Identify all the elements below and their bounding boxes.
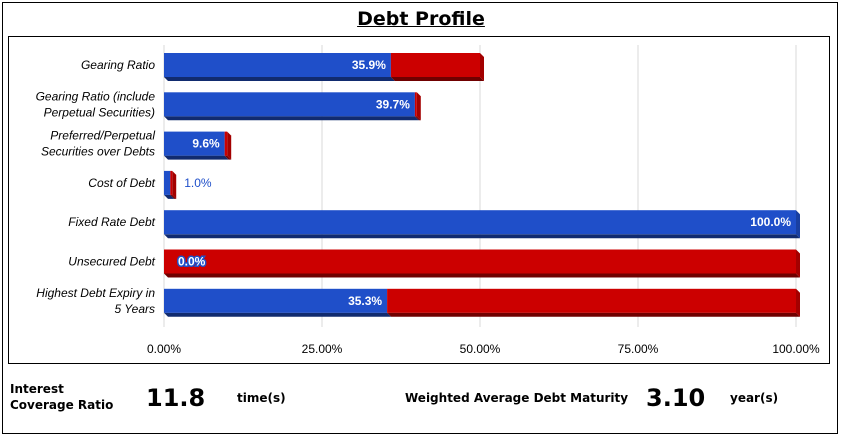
wadm-value: 3.10 xyxy=(646,384,705,412)
bar-shadow xyxy=(387,313,800,317)
x-tick-label: 0.00% xyxy=(147,342,181,356)
bar-end-face xyxy=(417,92,421,120)
bar-end-face xyxy=(796,210,800,238)
data-label: 0.0% xyxy=(178,255,206,269)
interest-coverage-unit: time(s) xyxy=(237,391,286,405)
x-tick-label: 75.00% xyxy=(618,342,659,356)
category-label: Gearing Ratio (include xyxy=(36,89,156,103)
bar-shadow xyxy=(164,77,395,81)
category-label: Perpetual Securities) xyxy=(44,105,155,119)
data-label: 35.3% xyxy=(348,294,382,308)
category-label: Unsecured Debt xyxy=(68,255,155,269)
bar-end-face xyxy=(796,250,800,278)
debt-profile-chart: 0.00% 25.00% 50.00% 75.00% 100.00% Gearing Ra… xyxy=(9,37,829,363)
interest-coverage-label: Interest Coverage Ratio xyxy=(10,381,130,413)
bar-segment-remainder xyxy=(225,132,228,156)
data-label: 9.6% xyxy=(192,137,220,151)
bar-shadow xyxy=(164,116,419,120)
bar-segment-remainder xyxy=(415,92,417,116)
bar-shadow xyxy=(391,77,484,81)
category-label: 5 Years xyxy=(115,302,155,316)
bar-end-face xyxy=(480,53,484,81)
category-label: Securities over Debts xyxy=(41,145,155,159)
bar-segment-remainder xyxy=(164,250,796,274)
bar-segment-primary xyxy=(164,171,170,195)
category-label: Gearing Ratio xyxy=(81,58,155,72)
bar-segment-remainder xyxy=(170,171,172,195)
chart-title: Debt Profile xyxy=(0,8,842,30)
bar-segment-remainder xyxy=(387,289,796,313)
x-tick-label: 25.00% xyxy=(302,342,343,356)
category-label: Preferred/Perpetual xyxy=(50,129,155,143)
wadm-label: Weighted Average Debt Maturity xyxy=(405,391,628,405)
bar-end-face xyxy=(172,171,176,199)
category-label: Fixed Rate Debt xyxy=(68,215,155,229)
bar-end-face xyxy=(796,289,800,317)
bar-segment-remainder xyxy=(391,53,480,77)
data-label: 1.0% xyxy=(184,176,212,190)
data-label: 100.0% xyxy=(750,215,791,229)
bar-end-face xyxy=(227,132,231,160)
wadm-unit: year(s) xyxy=(730,391,778,405)
bar-shadow xyxy=(164,274,800,278)
category-label: Highest Debt Expiry in xyxy=(36,286,155,300)
data-label: 35.9% xyxy=(352,58,386,72)
data-label: 39.7% xyxy=(376,97,410,111)
x-tick-label: 100.00% xyxy=(772,342,820,356)
bar-shadow xyxy=(164,234,800,238)
bar-shadow xyxy=(164,156,229,160)
interest-coverage-value: 11.8 xyxy=(146,384,205,412)
chart-area: 0.00% 25.00% 50.00% 75.00% 100.00% Gearing Ra… xyxy=(8,36,830,364)
bar-segment-primary xyxy=(164,210,796,234)
category-label: Cost of Debt xyxy=(88,176,155,190)
bar-shadow xyxy=(164,313,391,317)
x-tick-label: 50.00% xyxy=(460,342,501,356)
